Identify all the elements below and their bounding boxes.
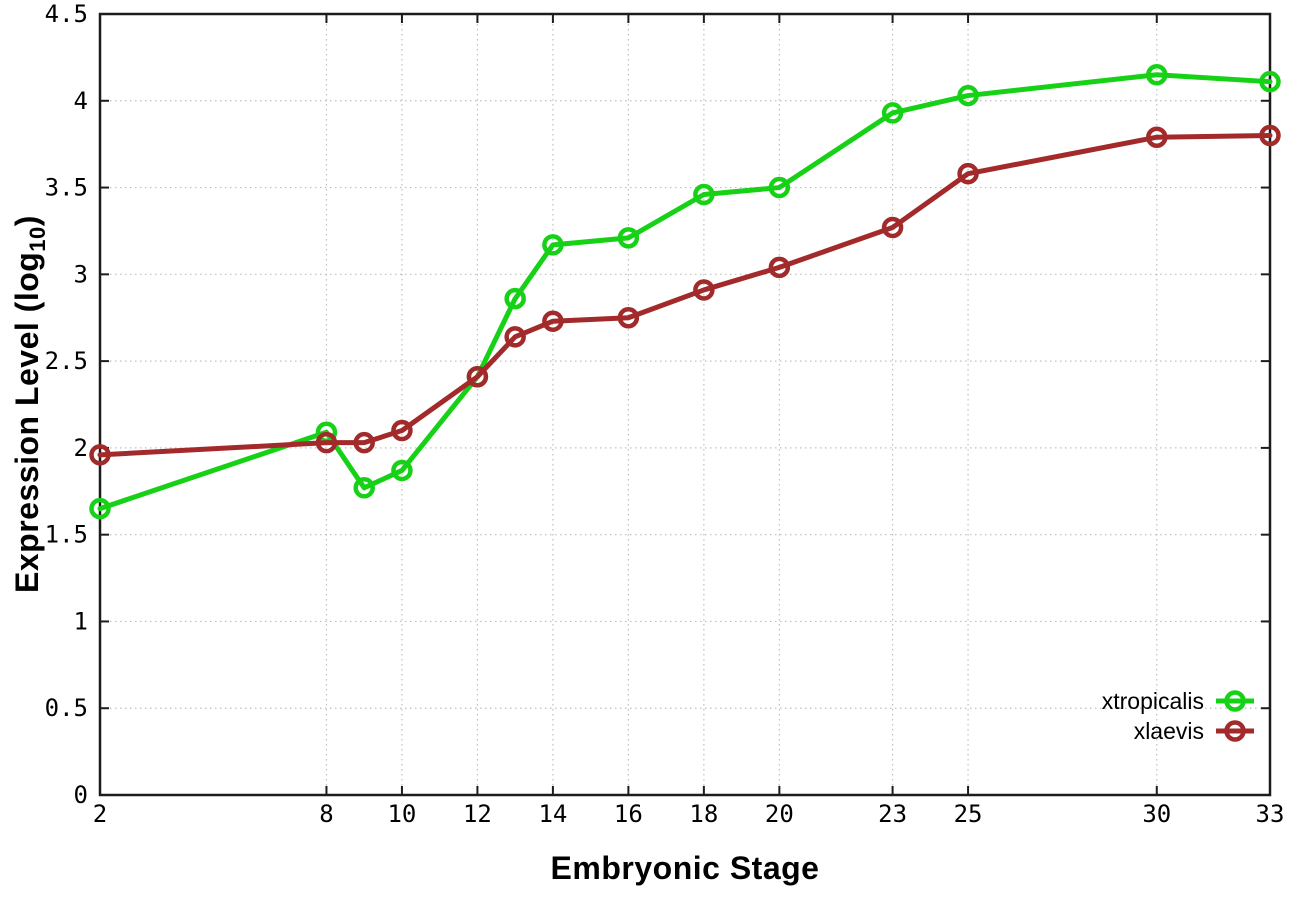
data-point-marker [1259, 124, 1281, 147]
y-tick-label: 1.5 [45, 521, 88, 549]
y-tick-label: 1 [74, 607, 88, 635]
data-point-marker [617, 306, 640, 329]
x-axis-title: Embryonic Stage [550, 850, 820, 886]
x-tick-label: 16 [614, 800, 643, 828]
y-tick-label: 3.5 [45, 174, 88, 202]
y-tick-label: 4.5 [45, 0, 88, 28]
data-point-marker [617, 227, 640, 249]
series-line [97, 132, 1273, 458]
y-axis-title-suffix: ) [9, 215, 45, 227]
legend-item-xlaevis: xlaevis [1134, 716, 1256, 746]
y-axis-title: Expression Level (log10) [9, 215, 51, 593]
legend: xtropicalis xlaevis [1102, 686, 1256, 746]
x-tick-label: 8 [319, 800, 333, 828]
data-point-marker [89, 497, 111, 520]
legend-marker-icon [1216, 720, 1254, 742]
data-point-marker [1259, 70, 1281, 93]
data-point-marker [957, 84, 979, 107]
x-tick-label: 25 [954, 800, 983, 828]
y-axis-title-text: Expression Level (log [9, 251, 45, 593]
data-point-marker [957, 162, 979, 185]
data-point-marker [466, 365, 489, 388]
y-axis-title-subscript: 10 [25, 226, 50, 252]
y-tick-label: 3 [74, 260, 88, 288]
x-tick-label: 14 [538, 800, 567, 828]
data-point-marker [768, 256, 791, 279]
legend-label: xlaevis [1133, 717, 1204, 744]
legend-marker-icon [1216, 690, 1254, 712]
data-point-marker [542, 234, 564, 256]
data-point-marker [1146, 63, 1168, 86]
y-tick-label: 2 [74, 434, 88, 462]
x-tick-label: 10 [387, 800, 416, 828]
data-point-marker [391, 419, 413, 442]
x-tick-label: 20 [765, 800, 794, 828]
legend-label: xtropicalis [1101, 687, 1204, 714]
data-point-marker [768, 176, 791, 199]
x-tick-label: 23 [878, 800, 907, 828]
gridlines [99, 13, 1271, 796]
data-point-marker [693, 183, 715, 206]
y-tick-label: 2.5 [45, 347, 88, 375]
series-xlaevis [89, 124, 1281, 466]
x-tick-label: 18 [689, 800, 718, 828]
data-point-marker [1146, 126, 1168, 148]
x-tick-label: 2 [93, 800, 107, 828]
series-xtropicalis [89, 63, 1281, 520]
data-point-marker [353, 431, 375, 454]
data-point-marker [542, 310, 564, 332]
data-point-marker [693, 279, 715, 301]
data-point-marker [881, 102, 904, 124]
y-tick-label: 0 [74, 781, 88, 809]
x-tick-label: 12 [463, 800, 492, 828]
plot-border [98, 12, 1272, 797]
legend-item-xtropicalis: xtropicalis [1102, 686, 1256, 716]
data-point-marker [89, 444, 111, 466]
tick-labels: 2 8 10 12 14 16 18 20 23 25 30 33 0 0.5 1 1.5 2 2.5 3 3.5 4 4… [45, 0, 1285, 828]
x-tick-label: 30 [1142, 800, 1171, 828]
data-point-marker [881, 216, 904, 239]
y-tick-label: 4 [74, 87, 88, 115]
data-point-marker [391, 459, 413, 482]
data-point-marker [504, 326, 526, 348]
data-point-marker [504, 287, 526, 310]
y-tick-label: 0.5 [45, 694, 88, 722]
data-point-marker [315, 431, 338, 454]
x-tick-label: 33 [1256, 800, 1285, 828]
tick-marks [99, 13, 1271, 796]
data-point-marker [353, 477, 375, 499]
